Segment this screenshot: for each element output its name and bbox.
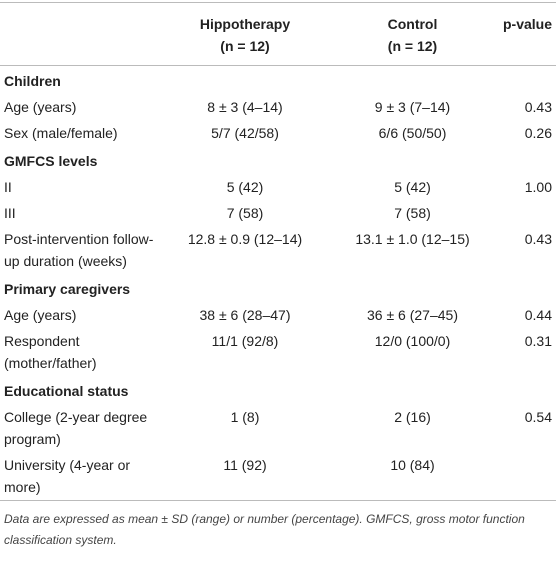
footnote: Data are expressed as mean ± SD (range) … — [4, 512, 525, 547]
section-title: Educational status — [4, 383, 129, 399]
control-cell: 5 (42) — [394, 179, 431, 195]
section-row: GMFCS levels — [0, 146, 556, 174]
hippotherapy-cell: 38 ± 6 (28–47) — [199, 307, 291, 323]
header-cell: Control (n = 12) — [330, 2, 495, 66]
row-label: II — [4, 179, 12, 195]
hippotherapy-cell: 7 (58) — [226, 205, 264, 221]
p-value-cell — [495, 452, 556, 501]
control-cell: 9 ± 3 (7–14) — [374, 99, 451, 115]
header-text: (n = 12) — [220, 38, 270, 54]
section-row: Primary caregivers — [0, 274, 556, 302]
control-cell: 6/6 (50/50) — [378, 125, 447, 141]
row-label: Age (years) — [4, 307, 77, 323]
section-title: Primary caregivers — [4, 281, 131, 297]
control-cell: 10 (84) — [390, 457, 435, 473]
header-cell: p-value — [495, 2, 556, 66]
header-row: Hippotherapy (n = 12) Control (n = 12) p-v… — [0, 2, 556, 66]
data-row: Sex (male/female) 5/7 (42/58) 6/6 (50/50) 0… — [0, 120, 556, 146]
control-cell: 36 ± 6 (27–45) — [367, 307, 458, 323]
hippotherapy-cell: 5/7 (42/58) — [211, 125, 279, 141]
hippotherapy-cell: 8 ± 3 (4–14) — [207, 99, 283, 115]
hippotherapy-cell: 5 (42) — [226, 179, 264, 195]
p-value-cell: 0.31 — [524, 333, 552, 349]
data-table: Hippotherapy (n = 12) Control (n = 12) p-v… — [0, 2, 556, 501]
data-row: II 5 (42) 5 (42) 1.00 — [0, 174, 556, 200]
data-row: Post-intervention follow-up duration (we… — [0, 226, 556, 274]
row-label: Sex (male/female) — [4, 125, 118, 141]
data-row: College (2-year degree program) 1 (8) 2 (1… — [0, 404, 556, 452]
control-cell: 12/0 (100/0) — [374, 333, 451, 349]
data-row: Respondent (mother/father) 11/1 (92/8) 12/… — [0, 328, 556, 376]
section-row: Educational status — [0, 376, 556, 404]
row-label: III — [4, 205, 16, 221]
data-row: III 7 (58) 7 (58) — [0, 200, 556, 226]
row-label: Post-intervention follow-up duration (we… — [4, 231, 154, 269]
section-title: Children — [4, 73, 61, 89]
p-value-cell: 0.43 — [524, 231, 552, 247]
hippotherapy-cell: 1 (8) — [230, 409, 260, 425]
p-value-cell: 0.44 — [524, 307, 552, 323]
table-body: Children Age (years) 8 ± 3 (4–14) 9 ± 3 (7–… — [0, 66, 556, 501]
row-label: University (4-year or more) — [4, 457, 131, 495]
control-cell: 13.1 ± 1.0 (12–15) — [355, 231, 470, 247]
row-label: College (2-year degree program) — [4, 409, 148, 447]
row-label: Respondent (mother/father) — [4, 333, 97, 371]
p-value-cell: 0.43 — [524, 99, 552, 115]
header-text: Hippotherapy — [199, 16, 291, 32]
data-row: Age (years) 38 ± 6 (28–47) 36 ± 6 (27–45) 0… — [0, 302, 556, 328]
hippotherapy-cell: 12.8 ± 0.9 (12–14) — [187, 231, 303, 247]
hippotherapy-cell: 11/1 (92/8) — [211, 333, 279, 349]
header-text: (n = 12) — [387, 38, 438, 54]
table-header: Hippotherapy (n = 12) Control (n = 12) p-v… — [0, 2, 556, 66]
data-row: Age (years) 8 ± 3 (4–14) 9 ± 3 (7–14) 0.43 — [0, 94, 556, 120]
data-row: University (4-year or more) 11 (92) 10 (84… — [0, 452, 556, 501]
section-title: GMFCS levels — [4, 153, 98, 169]
p-value-cell: 1.00 — [524, 179, 552, 195]
header-cell — [0, 2, 160, 66]
section-row: Children — [0, 66, 556, 95]
row-label: Age (years) — [4, 99, 77, 115]
p-value-cell: 0.54 — [524, 409, 552, 425]
control-cell: 7 (58) — [394, 205, 431, 221]
header-text: Control — [387, 16, 438, 32]
hippotherapy-cell: 11 (92) — [223, 457, 267, 473]
header-cell: Hippotherapy (n = 12) — [160, 2, 330, 66]
p-value-cell — [495, 200, 556, 226]
p-value-cell: 0.26 — [524, 125, 552, 141]
control-cell: 2 (16) — [394, 409, 431, 425]
